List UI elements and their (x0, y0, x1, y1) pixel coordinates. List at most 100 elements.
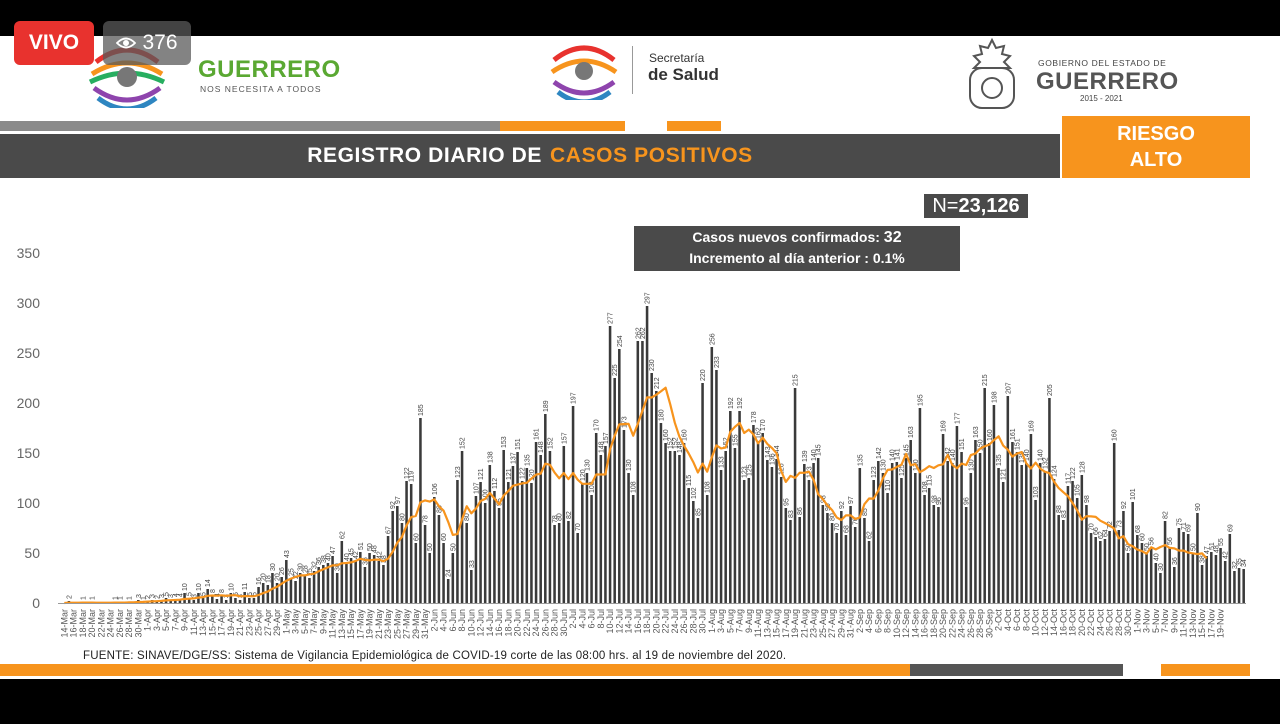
x-tick-label: 23-Apr (244, 609, 254, 636)
x-tick-label: 11-Aug (753, 609, 763, 637)
bar (243, 592, 246, 603)
bar (937, 507, 940, 603)
bar (798, 517, 801, 603)
x-tick-label: 18-Jul (642, 609, 652, 634)
bar-value-label: 36 (1172, 557, 1179, 565)
gobierno-line2: GUERRERO (1036, 68, 1179, 95)
bar-value-label: 130 (584, 459, 591, 471)
bar-value-label: 2 (154, 595, 161, 599)
x-tick-label: 16-Jun (494, 609, 504, 637)
bar-value-label: 62 (339, 531, 346, 539)
bar-value-label: 152 (668, 437, 675, 449)
bar (442, 543, 445, 603)
bar-value-label: 161 (534, 428, 541, 440)
bar-value-label: 40 (325, 553, 332, 561)
bar (224, 600, 228, 603)
bar-value-label: 30 (270, 563, 277, 571)
bar-value-label: 35 (1237, 558, 1244, 566)
bar-value-label: 1 (117, 596, 124, 600)
salud-line1: Secretaría (649, 51, 705, 65)
bar-value-label: 66 (1093, 527, 1100, 535)
bar-value-label: 80 (464, 513, 471, 521)
bar-value-label: 1 (113, 596, 120, 600)
bar (807, 480, 811, 603)
bar (858, 468, 862, 603)
bar-value-label: 160 (663, 429, 670, 441)
y-tick-label: 200 (17, 395, 41, 411)
bar (1052, 479, 1056, 603)
bar (437, 515, 441, 603)
bar (335, 573, 339, 603)
x-tick-label: 29-May (411, 609, 421, 640)
bar-value-label: 178 (751, 411, 758, 423)
bar (516, 452, 519, 603)
bar (1228, 534, 1232, 603)
x-tick-label: 17-Apr (217, 609, 227, 636)
x-tick-label: 11-Nov (1179, 609, 1189, 638)
bar (520, 481, 524, 603)
x-tick-label: 13-May (337, 609, 347, 640)
x-tick-label: 9-Nov (1169, 609, 1179, 634)
bar (729, 411, 732, 603)
bar-value-label: 123 (871, 466, 878, 478)
bar-value-label: 68 (1135, 525, 1142, 533)
bar (1112, 443, 1116, 603)
bar (1057, 515, 1060, 603)
x-tick-label: 4-Jun (439, 609, 449, 632)
bar (557, 523, 561, 603)
x-tick-label: 24-Mar (106, 609, 116, 638)
x-tick-label: 11-May (328, 609, 338, 639)
new-cases-label: Casos nuevos confirmados: (692, 229, 880, 245)
y-tick-label: 300 (17, 295, 41, 311)
bar-value-label: 1 (127, 596, 134, 600)
bar (752, 425, 755, 603)
bar (918, 408, 922, 603)
bar-value-label: 14 (205, 579, 212, 587)
bar-value-label: 160 (682, 429, 689, 441)
bar-value-label: 47 (1204, 546, 1211, 554)
bar-value-label: 22 (293, 571, 300, 579)
bar (585, 473, 589, 603)
bar (359, 552, 362, 603)
bar-value-label: 225 (612, 364, 619, 376)
bar (742, 480, 746, 603)
x-tick-label: 1-Nov (1132, 609, 1142, 634)
bar (770, 467, 774, 603)
bar-value-label: 107 (473, 482, 480, 494)
bar-value-label: 92 (1121, 501, 1128, 509)
bar (326, 563, 330, 603)
bar-value-label: 82 (566, 511, 573, 519)
bar (303, 575, 307, 603)
bar-value-label: 55 (1218, 538, 1225, 546)
risk-badge: RIESGO ALTO (1062, 116, 1250, 178)
x-tick-label: 28-Jun (550, 609, 560, 637)
bar (1219, 548, 1222, 603)
x-tick-label: 27-Aug (827, 609, 837, 638)
guerrero-emblem-icon (88, 47, 166, 112)
bar (988, 443, 991, 603)
x-tick-label: 3-Apr (152, 609, 162, 631)
x-tick-label: 7-Aug (735, 609, 745, 633)
bar-value-label: 169 (1028, 420, 1035, 432)
bar-value-label: 169 (941, 420, 948, 432)
x-tick-label: 21-May (374, 609, 384, 640)
bar (1233, 571, 1236, 603)
bar (821, 505, 825, 603)
bar-value-label: 90 (1195, 503, 1202, 511)
bar (1163, 521, 1167, 603)
bar-value-label: 47 (330, 546, 337, 554)
decor-bar-grey (0, 121, 500, 131)
x-tick-label: 19-Aug (790, 609, 800, 638)
bar-value-label: 125 (899, 464, 906, 476)
bar (622, 430, 626, 603)
x-tick-label: 14-Jul (624, 609, 634, 634)
bar-value-label: 140 (1024, 449, 1031, 461)
x-tick-label: 14-Oct (1049, 609, 1059, 637)
bar-value-label: 142 (945, 447, 952, 459)
bar (932, 505, 936, 603)
x-tick-label: 25-Apr (254, 609, 264, 636)
bar (169, 600, 172, 603)
bar-value-label: 151 (1015, 438, 1022, 450)
bar-value-label: 130 (880, 459, 887, 471)
x-tick-label: 25-May (392, 609, 402, 640)
